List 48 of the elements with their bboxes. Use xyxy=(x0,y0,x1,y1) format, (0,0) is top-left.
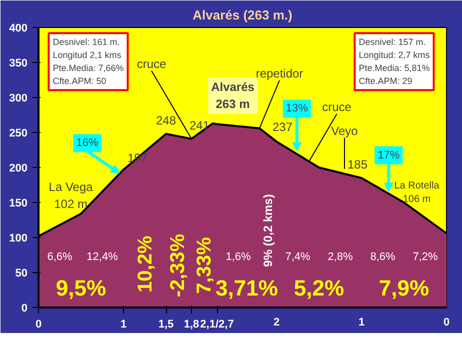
annotation: Veyo xyxy=(331,124,358,138)
annotation: 13% xyxy=(286,102,308,115)
annotation: 12,4% xyxy=(86,251,118,264)
annotation: 3,71% xyxy=(216,275,278,300)
annotation: 7,33% xyxy=(193,236,216,294)
y-tick-label: 300 xyxy=(9,92,28,104)
annotation: 1,6% xyxy=(226,251,252,264)
x-tick-label: 0 xyxy=(35,318,42,330)
y-tick-label: 400 xyxy=(9,22,28,34)
annotation: 248 xyxy=(156,113,176,128)
y-tick-label: 50 xyxy=(15,268,28,280)
x-tick-label: 1 xyxy=(120,318,127,330)
annotation: cruce xyxy=(136,56,166,71)
annotation: Alvarés 263 m xyxy=(211,80,255,111)
annotation: 197 xyxy=(127,151,148,166)
annotation: -2,33% xyxy=(166,234,189,298)
annotation: 9,5% xyxy=(56,275,106,300)
x-tick-label: 1,8 xyxy=(184,318,200,330)
x-tick-label: 1,5 xyxy=(158,318,174,330)
annotation: 10,2% xyxy=(134,236,157,292)
annotation: 241 xyxy=(189,118,210,132)
annotation: 8,6% xyxy=(370,251,396,264)
annotation: 16% xyxy=(76,137,98,150)
y-tick-label: 0 xyxy=(21,302,28,314)
y-tick-label: 350 xyxy=(9,58,28,70)
annotation: 9% (0,2 kms) xyxy=(261,194,275,267)
annotation: 5,2% xyxy=(294,275,344,300)
annotation: 7,9% xyxy=(378,275,430,300)
annotation: cruce xyxy=(322,100,352,114)
annotation: repetidor xyxy=(256,66,304,80)
y-tick-label: 250 xyxy=(9,128,28,140)
annotation: 185 xyxy=(347,158,368,172)
annotation: Desnivel: 161 m. Longitud 2,1 kms Pte.Media: 7,66% Cfte.APM: 50 xyxy=(52,37,124,86)
annotation: Desnivel: 157 m. Longitud: 2,7 kms Pte.Media: 5,81% Cfte.APM: 29 xyxy=(358,37,430,86)
annotation: 17% xyxy=(378,149,400,162)
annotation: La Vega 102 m xyxy=(48,180,94,211)
y-tick-label: 100 xyxy=(9,232,28,244)
y-tick-label: 200 xyxy=(9,162,28,174)
annotation: 237 xyxy=(272,120,293,134)
y-tick-label: 150 xyxy=(9,198,28,210)
annotation: La Rotella 106 m xyxy=(394,180,440,205)
chart-title: Alvarés (263 m.) xyxy=(192,8,292,22)
x2-tick-label: 2 xyxy=(273,316,280,328)
annotation: 6,6% xyxy=(47,251,73,264)
annotation: 7,4% xyxy=(285,251,311,264)
annotation: 2,8% xyxy=(328,251,354,264)
x-tick-label: 2,1/2,7 xyxy=(200,318,234,330)
annotation: 7,2% xyxy=(412,251,438,264)
